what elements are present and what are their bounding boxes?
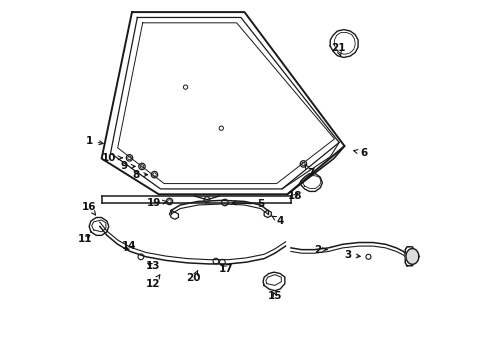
Text: 4: 4 <box>271 216 284 226</box>
Text: 8: 8 <box>132 170 147 180</box>
Text: 2: 2 <box>313 245 326 255</box>
Text: 3: 3 <box>344 250 360 260</box>
Text: 17: 17 <box>218 264 233 274</box>
Text: 6: 6 <box>353 148 367 158</box>
Text: 19: 19 <box>147 198 167 208</box>
Text: 15: 15 <box>267 291 282 301</box>
Text: 16: 16 <box>81 202 96 215</box>
Polygon shape <box>405 249 418 264</box>
Text: 11: 11 <box>78 234 93 244</box>
Text: 9: 9 <box>121 161 135 171</box>
Text: 5: 5 <box>232 199 264 209</box>
Text: 12: 12 <box>146 275 161 289</box>
Text: 1: 1 <box>85 136 103 146</box>
Text: 21: 21 <box>330 43 345 56</box>
Text: 20: 20 <box>186 270 201 283</box>
Text: 18: 18 <box>287 191 302 201</box>
Text: 14: 14 <box>122 241 137 251</box>
Text: 7: 7 <box>305 165 314 178</box>
Text: 10: 10 <box>102 153 122 163</box>
Text: 13: 13 <box>146 261 161 271</box>
